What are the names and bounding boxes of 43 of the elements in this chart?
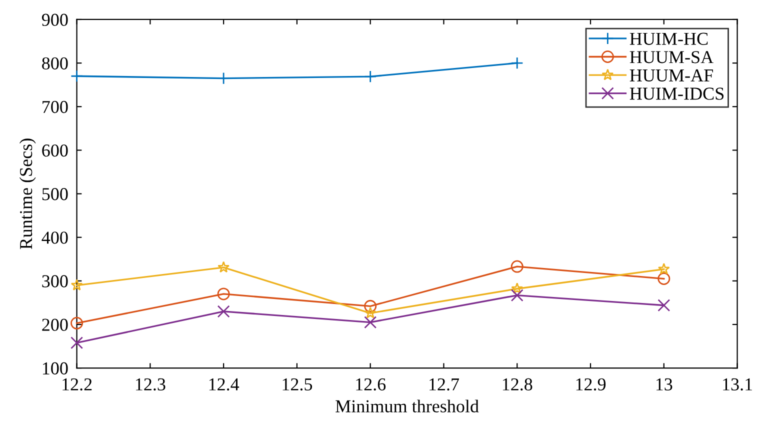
y-tick-label: 700 bbox=[42, 100, 68, 114]
point bbox=[364, 306, 376, 318]
point bbox=[658, 262, 670, 274]
y-tick-label: 600 bbox=[42, 144, 68, 157]
point bbox=[510, 56, 524, 70]
point bbox=[658, 299, 670, 312]
x-tick-label: 12.2 bbox=[62, 378, 92, 391]
legend-label: HUIM-IDCS bbox=[630, 88, 724, 100]
point bbox=[658, 272, 670, 285]
point bbox=[511, 282, 524, 294]
x-tick-label: 12.9 bbox=[576, 378, 606, 391]
point bbox=[364, 70, 377, 83]
x-tick-label: 12.4 bbox=[209, 378, 240, 391]
y-tick-label: 400 bbox=[42, 232, 68, 244]
point bbox=[217, 288, 230, 300]
y-tick-label: 800 bbox=[42, 57, 68, 70]
x-tick-label: 12.7 bbox=[430, 378, 460, 391]
legend-label: HUUM-SA bbox=[630, 51, 714, 64]
y-tick-label: 200 bbox=[42, 318, 68, 331]
point bbox=[217, 305, 230, 318]
x-tick-label: 13.1 bbox=[723, 378, 752, 391]
point bbox=[510, 260, 524, 273]
x-tick-label: 12.5 bbox=[282, 378, 312, 391]
x-tick-label: 13 bbox=[656, 378, 672, 390]
x-tick-label: 12.6 bbox=[356, 378, 386, 391]
point bbox=[70, 70, 84, 82]
y-axis-title: Runtime (Secs) bbox=[19, 138, 36, 250]
y-tick-label: 100 bbox=[42, 362, 68, 374]
x-tick-label: 12.3 bbox=[136, 378, 166, 391]
point bbox=[364, 316, 377, 329]
x-axis-title: Minimum threshold bbox=[336, 400, 479, 412]
point bbox=[510, 289, 524, 302]
y-tick-label: 500 bbox=[42, 188, 68, 200]
legend-label: HUIM-HC bbox=[630, 32, 708, 45]
point bbox=[70, 279, 83, 290]
x-tick-label: 12.8 bbox=[502, 378, 532, 391]
point bbox=[70, 336, 84, 350]
legend-label: HUUM-AF bbox=[630, 69, 713, 82]
y-tick-label: 300 bbox=[42, 275, 68, 288]
y-tick-label: 900 bbox=[42, 14, 68, 26]
point bbox=[218, 261, 230, 273]
point bbox=[364, 300, 377, 312]
point bbox=[70, 316, 84, 330]
